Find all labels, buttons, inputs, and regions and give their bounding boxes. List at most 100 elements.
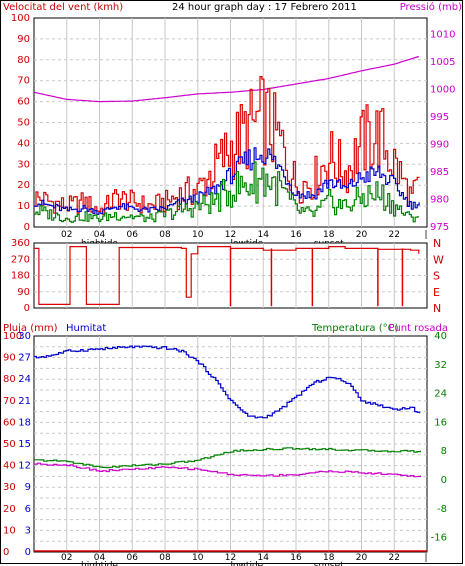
- x-event-hightide: hightide: [81, 561, 118, 566]
- y-tick-humidity: 21: [18, 396, 31, 407]
- y-tick-rain: 60: [3, 417, 16, 428]
- x-tick-0: 14: [258, 230, 270, 240]
- x-event-sunset: sunset: [314, 561, 344, 566]
- y-tick-pressure: 975: [430, 222, 449, 233]
- axis-label-dewpoint: Punt rosada: [389, 323, 448, 334]
- x-event-lowtide: lowtide: [231, 561, 264, 566]
- y-tick-humidity: 6: [25, 504, 31, 515]
- x-tick-end-2: |: [424, 553, 427, 563]
- x-tick-0: 06: [127, 230, 139, 240]
- x-tick-0: 18: [323, 230, 335, 240]
- y-tick-temperature: 32: [434, 360, 447, 371]
- y-tick-direction: 90: [17, 287, 30, 298]
- x-tick-2: 04: [94, 553, 106, 563]
- x-tick-2: 08: [159, 553, 171, 563]
- y-tick-wind: 100: [11, 13, 30, 24]
- y-tick-rain: 40: [3, 461, 16, 472]
- y-tick-rain: 90: [3, 353, 16, 364]
- y-tick-pressure: 985: [430, 167, 449, 178]
- y-tick-pressure: 1005: [430, 57, 455, 68]
- y-tick-humidity: 0: [25, 547, 31, 558]
- x-tick-0: 02: [61, 230, 72, 240]
- axis-label-pressure: Pressió (mb): [400, 1, 462, 13]
- y-tick-wind: 60: [17, 97, 30, 108]
- y-tick-temperature: -16: [431, 533, 447, 544]
- x-tick-0: 10: [192, 230, 204, 240]
- y-tick-pressure: 1000: [430, 85, 455, 96]
- x-tick-0: 20: [356, 230, 368, 240]
- y-tick-rain: 0: [3, 547, 9, 558]
- y-tick-wind: 70: [17, 76, 30, 87]
- x-tick-2: 10: [192, 553, 204, 563]
- axis-label-wind: Velocitat del vent (kmh): [3, 2, 123, 13]
- series-wind-average: [34, 147, 420, 215]
- y-tick-pressure: 980: [430, 195, 449, 206]
- y-tick-rain: 50: [3, 439, 16, 450]
- x-tick-2: 02: [61, 553, 72, 563]
- series-wind-gust: [34, 76, 420, 215]
- x-tick-0: 08: [159, 230, 171, 240]
- y-tick-humidity: 9: [25, 482, 31, 493]
- y-tick-compass: N: [433, 237, 441, 250]
- y-tick-rain: 20: [3, 504, 16, 515]
- y-tick-compass: N: [433, 302, 441, 315]
- series-pressure: [33, 55, 419, 103]
- y-tick-wind: 30: [17, 159, 30, 170]
- y-tick-humidity: 15: [18, 439, 31, 450]
- y-tick-compass: W: [433, 253, 444, 266]
- y-tick-temperature: 0: [441, 475, 447, 486]
- y-tick-wind: 20: [17, 180, 30, 191]
- y-tick-pressure: 990: [430, 140, 449, 151]
- series-temperature: [34, 447, 421, 469]
- x-tick-2: 06: [127, 553, 139, 563]
- axis-label-temperature: Temperatura (°C): [311, 323, 399, 334]
- y-tick-temperature: -8: [437, 504, 447, 515]
- x-tick-0: 22: [389, 230, 400, 240]
- y-tick-humidity: 12: [18, 461, 31, 472]
- y-tick-temperature: 24: [434, 389, 447, 400]
- chart-title: 24 hour graph day : 17 Febrero 2011: [172, 2, 357, 13]
- x-tick-0: 04: [94, 230, 106, 240]
- y-tick-humidity: 27: [18, 353, 31, 364]
- x-tick-2: 12: [225, 553, 236, 563]
- y-tick-wind: 10: [17, 201, 30, 212]
- y-tick-wind: 50: [17, 118, 30, 129]
- x-tick-0: 12: [225, 230, 236, 240]
- y-tick-compass: S: [433, 270, 440, 283]
- y-tick-temperature: 16: [434, 417, 447, 428]
- x-tick-2: 14: [258, 553, 270, 563]
- x-tick-0: 16: [290, 230, 302, 240]
- y-tick-wind: 0: [24, 222, 30, 233]
- x-tick-2: 16: [290, 553, 302, 563]
- y-tick-humidity: 3: [25, 525, 31, 536]
- y-tick-rain: 30: [3, 482, 16, 493]
- y-tick-pressure: 1010: [430, 30, 455, 41]
- series-humidity: [34, 345, 421, 419]
- y-tick-direction: 360: [11, 238, 30, 249]
- axis-label-humidity: Humitat: [66, 323, 106, 334]
- y-tick-direction: 180: [11, 271, 30, 282]
- x-tick-end-0: |: [424, 230, 427, 240]
- x-tick-2: 20: [356, 553, 368, 563]
- y-tick-compass: E: [433, 286, 440, 299]
- y-tick-temperature: 8: [441, 446, 447, 457]
- x-tick-2: 18: [323, 553, 335, 563]
- y-tick-rain: 80: [3, 374, 16, 385]
- y-tick-rain: 70: [3, 396, 16, 407]
- y-tick-rain: 10: [3, 525, 16, 536]
- y-tick-direction: 270: [11, 254, 30, 265]
- x-tick-2: 22: [389, 553, 400, 563]
- series-dewpoint: [34, 462, 421, 478]
- y-tick-pressure: 995: [430, 112, 449, 123]
- y-tick-humidity: 30: [18, 331, 31, 342]
- y-tick-wind: 80: [17, 55, 30, 66]
- y-tick-direction: 0: [24, 303, 30, 314]
- y-tick-temperature: 40: [434, 331, 447, 342]
- series-wind-direction: [34, 246, 420, 305]
- series-wind-min: [34, 161, 420, 223]
- y-tick-wind: 40: [17, 138, 30, 149]
- y-tick-humidity: 18: [18, 417, 31, 428]
